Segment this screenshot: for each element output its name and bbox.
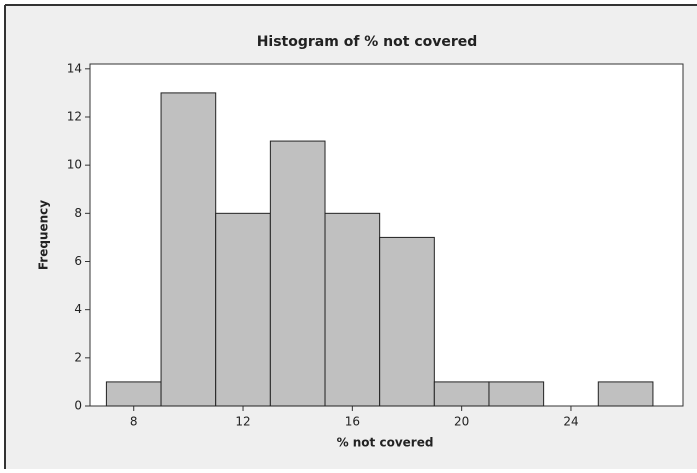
bar — [160, 92, 217, 407]
bar — [488, 381, 545, 407]
bar — [324, 212, 381, 407]
x-tick-label: 16 — [345, 415, 360, 429]
x-tick-label: 20 — [454, 415, 469, 429]
y-tick-label: 2 — [74, 350, 82, 364]
x-tick-label: 8 — [130, 415, 138, 429]
bar — [379, 236, 435, 407]
y-tick-label: 12 — [67, 109, 82, 123]
y-tick-label: 14 — [67, 61, 82, 75]
bar — [215, 212, 271, 407]
x-tick-label: 24 — [563, 415, 578, 429]
y-tick-label: 4 — [74, 302, 82, 316]
y-tick-label: 10 — [67, 158, 82, 172]
bar — [269, 140, 326, 407]
y-axis-label: Frequency — [37, 200, 51, 270]
y-tick-label: 6 — [74, 254, 82, 268]
y-tick-label: 8 — [74, 206, 82, 220]
bar — [105, 381, 162, 407]
x-axis-label: % not covered — [337, 436, 434, 450]
bar — [597, 381, 654, 407]
y-tick-label: 0 — [74, 399, 82, 413]
x-tick-label: 12 — [235, 415, 250, 429]
bar — [433, 381, 490, 407]
chart-title: Histogram of % not covered — [257, 34, 478, 50]
